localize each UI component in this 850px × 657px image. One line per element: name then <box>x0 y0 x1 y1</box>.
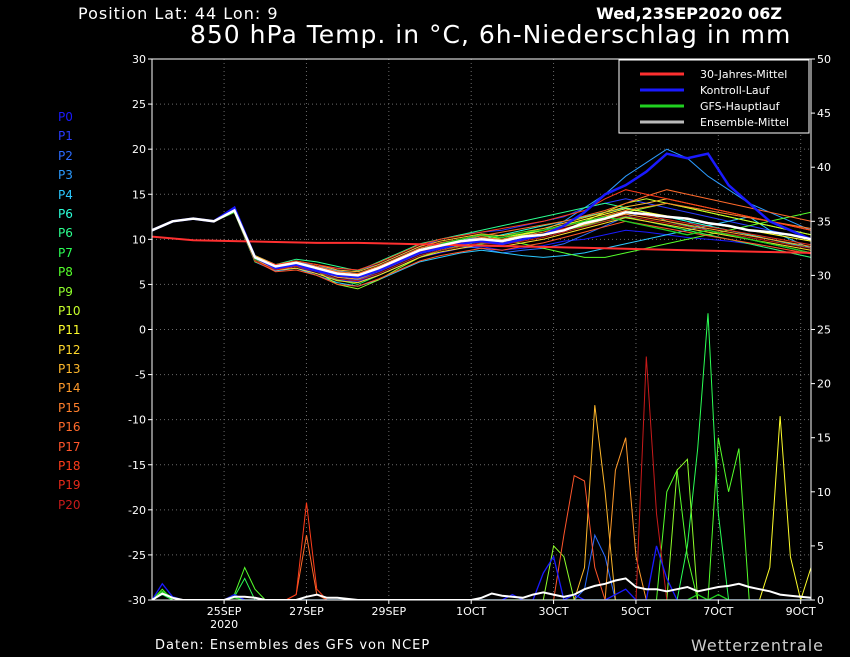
x-tick-label: 1OCT <box>456 605 486 618</box>
member-label: P16 <box>58 420 81 435</box>
y-tick-label-left: 10 <box>132 233 146 246</box>
member-label: P19 <box>58 478 81 493</box>
x-tick-label: 7OCT <box>703 605 733 618</box>
member-label: P6 <box>58 226 73 241</box>
y-tick-label-right: 40 <box>817 161 831 174</box>
temp-member-p20 <box>152 211 811 282</box>
y-tick-label-right: 0 <box>817 594 824 607</box>
y-tick-label-left: 20 <box>132 143 146 156</box>
member-label: P6 <box>58 206 73 221</box>
y-tick-label-right: 35 <box>817 215 831 228</box>
y-tick-label-right: 50 <box>817 53 831 66</box>
legend-label: Kontroll-Lauf <box>700 84 771 97</box>
x-tick-label: 29SEP <box>372 605 407 618</box>
x-tick-sublabel: 2020 <box>210 618 238 631</box>
member-label: P13 <box>58 362 81 377</box>
temp-member-p17 <box>152 208 811 287</box>
precip-member-p13 <box>152 405 811 600</box>
brand-name: Wetterzentrale <box>690 636 824 655</box>
member-label: P12 <box>58 342 81 357</box>
series-layer <box>152 148 811 600</box>
precip-member-p11 <box>152 416 811 600</box>
y-tick-label-right: 10 <box>817 486 831 499</box>
precip-member-p18 <box>152 502 811 600</box>
y-tick-label-right: 45 <box>817 107 831 120</box>
member-label: P14 <box>58 381 81 396</box>
y-tick-label-right: 30 <box>817 269 831 282</box>
y-tick-label-left: -30 <box>128 594 146 607</box>
y-tick-label-left: 0 <box>139 324 146 337</box>
y-tick-label-left: -25 <box>128 549 146 562</box>
x-tick-label: 3OCT <box>539 605 569 618</box>
x-tick-label: 25SEP <box>207 605 242 618</box>
member-label: P11 <box>58 323 81 338</box>
climatology-line <box>152 235 811 254</box>
y-tick-label-left: -5 <box>135 369 146 382</box>
y-tick-label-right: 15 <box>817 432 831 445</box>
member-label: P15 <box>58 400 81 415</box>
x-tick-label: 9OCT <box>786 605 816 618</box>
member-label: P20 <box>58 497 81 512</box>
y-axis-left-ticks: 30 25 20 15 10 5 0 -5 -10 -15 -20 -25 -30 <box>128 53 152 607</box>
legend-label: GFS-Hauptlauf <box>700 100 781 113</box>
y-tick-label-right: 5 <box>817 540 824 553</box>
series-clip-group <box>152 148 811 600</box>
y-tick-label-right: 20 <box>817 378 831 391</box>
legend-label: Ensemble-Mittel <box>700 116 789 129</box>
y-tick-label-left: 25 <box>132 98 146 111</box>
run-datetime: Wed,23SEP2020 06Z <box>596 4 782 23</box>
legend-label: 30-Jahres-Mittel <box>700 68 787 81</box>
temp-control <box>152 152 811 279</box>
member-label: P1 <box>58 129 73 144</box>
grid <box>152 59 811 600</box>
plot-frame <box>151 58 812 601</box>
y-tick-label-left: 15 <box>132 188 146 201</box>
chart-title: 850 hPa Temp. in °C, 6h-Niederschlag in … <box>190 20 792 49</box>
member-label: P9 <box>58 284 73 299</box>
temp-ensemble-mean <box>152 208 811 277</box>
y-tick-label-left: -10 <box>128 414 146 427</box>
y-tick-label-right: 25 <box>817 324 831 337</box>
legend: 30-Jahres-Mittel Kontroll-Lauf GFS-Hauptla… <box>618 59 810 134</box>
precip-member-p14 <box>152 437 811 600</box>
data-source: Daten: Ensembles des GFS von NCEP <box>155 638 431 653</box>
member-label: P7 <box>58 245 73 260</box>
precip-member-p8 <box>152 437 811 600</box>
precip-member-p7 <box>152 313 811 600</box>
x-tick-label: 27SEP <box>289 605 324 618</box>
position-label: Position Lat: 44 Lon: 9 <box>78 4 279 23</box>
member-label: P0 <box>58 110 73 124</box>
precip-gfs-main <box>152 590 811 600</box>
member-label: P10 <box>58 303 81 318</box>
precip-ensemble-mean <box>152 577 811 600</box>
x-tick-label: 5OCT <box>621 605 651 618</box>
member-label: P8 <box>58 265 73 280</box>
member-label: P18 <box>58 459 81 474</box>
y-tick-label-left: -15 <box>128 459 146 472</box>
y-tick-label-left: 30 <box>132 53 146 66</box>
y-tick-label-left: 5 <box>139 278 146 291</box>
member-label: P4 <box>58 187 73 202</box>
member-label: P17 <box>58 439 81 454</box>
member-label: P2 <box>58 148 73 163</box>
ensemble-member-list: P0 P1 P2 P3 P4 P6 P6 P7 P8 P9 P10 P11 P12 P13 P14 P15 P1… <box>58 108 81 515</box>
member-label: P3 <box>58 168 73 183</box>
y-tick-label-left: -20 <box>128 504 146 517</box>
